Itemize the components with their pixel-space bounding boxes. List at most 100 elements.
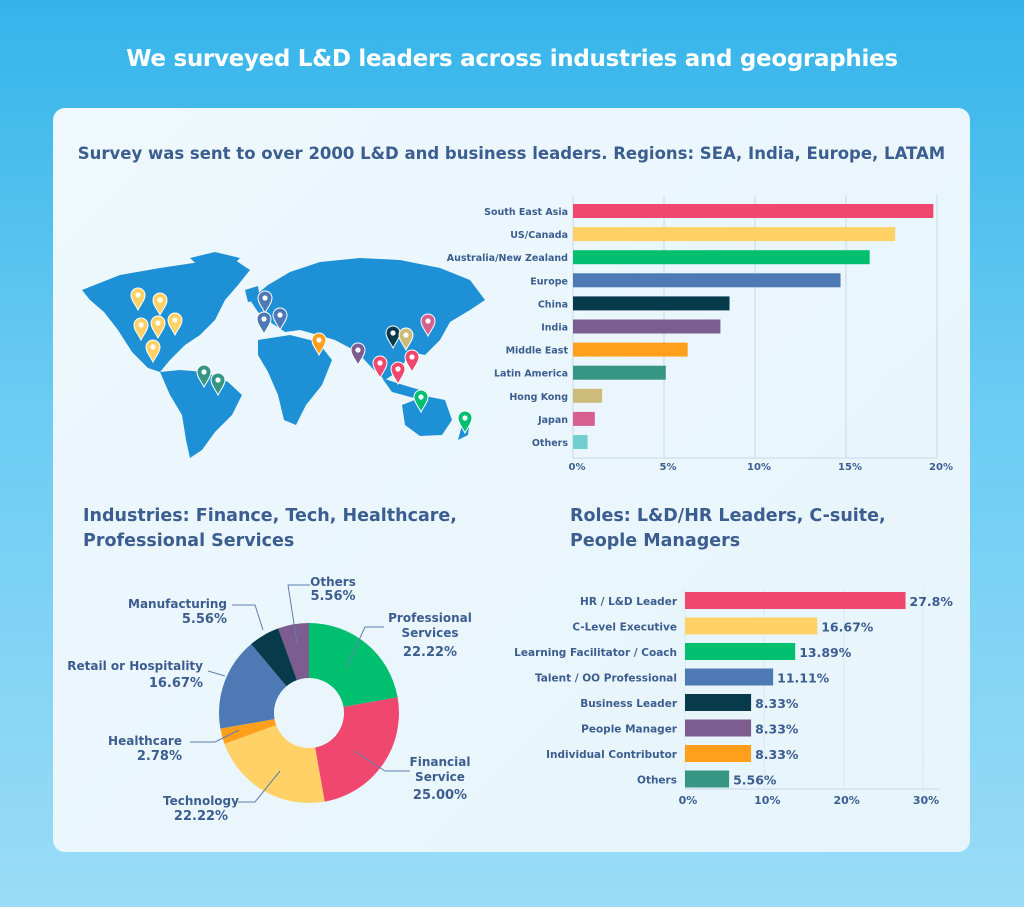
pin-shape — [350, 342, 366, 367]
leader-line — [353, 750, 410, 772]
bar — [685, 668, 774, 686]
location-pin-icon — [413, 389, 429, 414]
pin-shape — [152, 292, 168, 317]
pin-dot — [261, 316, 267, 322]
category-label: C-Level Executive — [572, 622, 677, 634]
leader-line — [238, 770, 281, 803]
slice-label: Service — [415, 770, 465, 784]
bar — [573, 204, 934, 218]
bar — [685, 770, 730, 788]
data-label: 13.89% — [799, 645, 852, 660]
category-label: Hong Kong — [509, 392, 568, 403]
category-label: South East Asia — [484, 207, 568, 218]
pin-dot — [150, 344, 156, 350]
slice-value: 25.00% — [413, 788, 467, 803]
slice-value: 5.56% — [182, 612, 227, 627]
bar — [685, 643, 796, 660]
bar — [573, 388, 603, 403]
category-label: HR / L&D Leader — [580, 596, 678, 608]
survey-subtitle: Survey was sent to over 2000 L&D and bus… — [77, 144, 946, 163]
data-label: 8.33% — [755, 696, 799, 711]
leader-line — [287, 584, 310, 644]
category-label: Europe — [530, 276, 568, 287]
category-label: Business Leader — [580, 698, 678, 710]
industries-heading-line: Industries: Finance, Tech, Healthcare, — [83, 506, 457, 526]
pin-shape — [145, 339, 161, 364]
slice-value: 2.78% — [137, 749, 182, 764]
continent-shape — [250, 258, 485, 380]
slice-label: Financial — [410, 755, 471, 769]
location-pin-icon — [385, 325, 401, 350]
continent-shape — [160, 370, 242, 458]
data-label: 27.8% — [910, 594, 954, 609]
continent-shape — [82, 258, 250, 372]
pin-dot — [157, 297, 163, 303]
pin-dot — [215, 377, 221, 383]
bar — [573, 296, 730, 311]
pin-shape — [133, 317, 149, 342]
bar — [685, 592, 906, 609]
roles-heading: Roles: L&D/HR Leaders, C-suite, People M… — [570, 504, 886, 554]
slice-label: Others — [310, 575, 356, 589]
category-label: India — [541, 323, 568, 334]
donut-slice — [315, 697, 399, 802]
bar — [573, 250, 870, 265]
pin-shape — [256, 311, 272, 336]
category-label: People Manager — [581, 724, 678, 736]
leader-line — [232, 604, 264, 631]
category-label: Others — [532, 438, 569, 449]
pin-dot — [409, 354, 415, 360]
pin-shape — [404, 349, 420, 374]
bar — [573, 435, 588, 449]
world-map — [82, 252, 485, 458]
continent-shape — [245, 286, 260, 302]
data-label: 8.33% — [755, 747, 799, 762]
pin-dot — [377, 360, 383, 366]
x-tick-label: 30% — [913, 794, 939, 807]
roles-bar-chart: 0% 10% 20% 30% HR / L&D Leader 27.8% C-Level E… — [514, 588, 953, 807]
continent-shape — [190, 252, 240, 272]
pin-shape — [210, 372, 226, 397]
pin-dot — [138, 322, 144, 328]
pin-dot — [395, 366, 401, 372]
location-pin-icon — [152, 292, 168, 317]
pin-shape — [413, 389, 429, 414]
leader-line — [190, 729, 240, 743]
x-tick-label: 0% — [569, 462, 586, 473]
location-pin-icon — [150, 315, 166, 340]
data-label: 16.67% — [821, 620, 874, 635]
x-tick-label: 5% — [660, 462, 677, 473]
pin-dot — [135, 292, 141, 298]
pin-shape — [385, 325, 401, 350]
slice-value: 16.67% — [149, 676, 203, 691]
location-pin-icon — [130, 287, 146, 312]
location-pin-icon — [404, 349, 420, 374]
bar — [573, 365, 666, 380]
location-pin-icon — [133, 317, 149, 342]
slice-value: 22.22% — [403, 645, 457, 660]
pin-shape — [390, 361, 406, 386]
data-label: 8.33% — [755, 722, 799, 737]
pin-dot — [355, 347, 361, 353]
continent-shape — [382, 378, 420, 398]
pin-dot — [462, 415, 468, 421]
slice-value: 22.22% — [174, 809, 228, 824]
category-label: US/Canada — [510, 230, 568, 241]
roles-heading-line: Roles: L&D/HR Leaders, C-suite, — [570, 506, 886, 526]
leader-line — [207, 670, 226, 677]
bar — [573, 411, 595, 426]
pin-dot — [262, 295, 268, 301]
category-label: China — [538, 299, 568, 310]
data-label: 5.56% — [733, 773, 777, 788]
industries-heading: Industries: Finance, Tech, Healthcare, P… — [83, 504, 457, 554]
location-pin-icon — [398, 327, 414, 352]
donut-slice — [251, 628, 298, 687]
donut-slice — [220, 719, 277, 744]
donut-slice — [278, 623, 309, 681]
continent-shape — [258, 335, 332, 425]
pin-dot — [277, 312, 283, 318]
x-tick-label: 15% — [838, 462, 862, 473]
page-title: We surveyed L&D leaders across industrie… — [126, 46, 898, 72]
location-pin-icon — [350, 342, 366, 367]
